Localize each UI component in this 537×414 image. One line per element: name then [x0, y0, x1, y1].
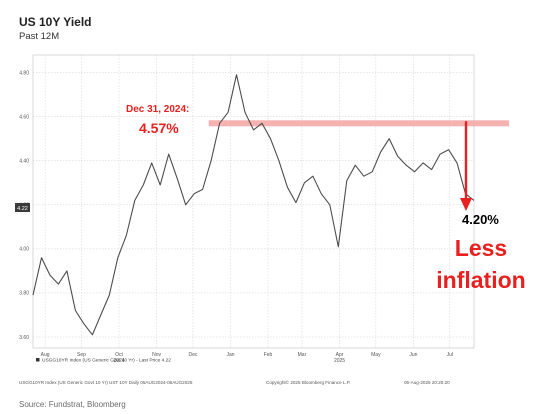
- arrow-head: [460, 198, 472, 211]
- x-tick-label: Feb: [264, 352, 273, 358]
- y-tick-label: 3.60: [19, 335, 29, 341]
- chart-subtitle: Past 12M: [19, 31, 60, 42]
- last-price-tag: 4.22: [15, 203, 30, 212]
- x-tick-label: Sep: [77, 352, 86, 358]
- x-year-label: 2025: [334, 358, 345, 364]
- reference-line-band: [208, 120, 509, 127]
- footer-copyright: Copyright© 2025 Bloomberg Finance L.P.: [266, 380, 351, 385]
- chart-title: US 10Y Yield: [19, 15, 92, 29]
- legend-swatch: [36, 358, 40, 362]
- x-tick-label: Jun: [409, 352, 417, 358]
- x-tick-label: Apr: [336, 352, 344, 358]
- y-tick-label: 4.80: [19, 70, 29, 76]
- x-tick-label: Jul: [447, 352, 453, 358]
- x-tick-label: May: [371, 352, 381, 358]
- footer-series-info: USGG10YR Index (US Generic Govt 10 Yr) U…: [19, 380, 193, 385]
- last-price-tag-label: 4.22: [17, 206, 28, 212]
- source-note: Source: Fundstrat, Bloomberg: [19, 400, 126, 409]
- y-tick-label: 4.00: [19, 247, 29, 253]
- down-arrow-icon: [460, 121, 472, 211]
- series-line-us10y: [32, 74, 475, 336]
- plot-frame: [32, 54, 475, 349]
- legend: USGG10YR Index (US Generic Govt 10 Yr) -…: [36, 358, 171, 364]
- x-tick-label: Jan: [226, 352, 234, 358]
- x-year-label: 2024: [113, 358, 124, 364]
- annotation-last-value: 4.20%: [462, 212, 499, 227]
- y-tick-label: 4.40: [19, 159, 29, 165]
- x-axis-ticks: Aug Sep Oct Nov Dec Jan Feb Mar Apr May Jun Jul 2024…: [41, 352, 453, 364]
- x-tick-label: Aug: [41, 352, 50, 358]
- annotation-inflation: inflation: [436, 267, 525, 293]
- y-tick-label: 3.80: [19, 291, 29, 297]
- x-tick-label: Dec: [188, 352, 197, 358]
- legend-label: USGG10YR Index (US Generic Govt 10 Yr) -…: [42, 358, 171, 364]
- x-tick-label: Nov: [152, 352, 161, 358]
- annotation-dec31-date: Dec 31, 2024:: [126, 104, 189, 115]
- footer-timestamp: 05-Aug-2025 20:20:20: [404, 380, 450, 385]
- grid: [32, 54, 475, 349]
- annotation-less: Less: [455, 235, 507, 261]
- x-tick-label: Oct: [115, 352, 123, 358]
- last-price-tag-box: [15, 203, 30, 212]
- annotation-dec31-value: 4.57%: [139, 120, 179, 136]
- x-tick-label: Mar: [298, 352, 307, 358]
- y-tick-label: 4.60: [19, 114, 29, 120]
